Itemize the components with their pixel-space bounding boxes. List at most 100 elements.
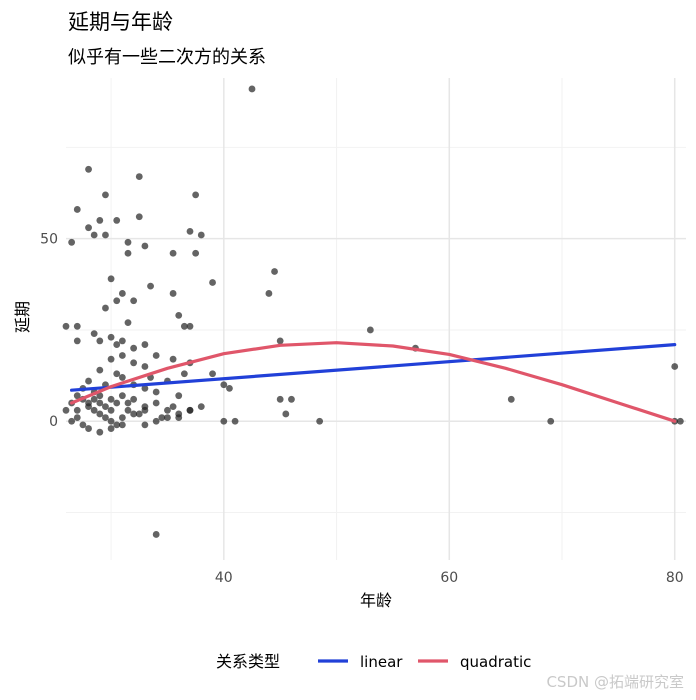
scatter-point <box>135 213 143 221</box>
scatter-point <box>152 531 160 538</box>
scatter-point <box>671 363 679 370</box>
scatter-point <box>288 395 295 403</box>
fit-lines <box>70 341 677 423</box>
x-axis-label: 年龄 <box>360 591 392 610</box>
scatter-point <box>102 191 109 199</box>
legend-label-quadratic: quadratic <box>460 653 531 671</box>
scatter-point <box>282 410 290 418</box>
scatter-point <box>68 238 76 246</box>
scatter-point <box>316 417 324 425</box>
scatter-point <box>79 421 87 429</box>
scatter-point <box>186 406 194 414</box>
legend: 关系类型 linear quadratic <box>216 652 531 671</box>
chart-subtitle: 似乎有一些二次方的关系 <box>68 47 266 68</box>
scatter-point <box>113 421 121 429</box>
legend-title: 关系类型 <box>216 652 280 671</box>
scatter-point <box>141 384 149 392</box>
scatter-point <box>118 352 126 359</box>
x-tick-label: 80 <box>666 570 684 586</box>
scatter-point <box>271 268 278 275</box>
scatter-point <box>209 370 216 378</box>
scatter-point <box>124 249 132 257</box>
scatter-point <box>96 217 104 224</box>
scatter-point <box>107 333 115 341</box>
scatter-points <box>62 85 684 538</box>
scatter-point <box>96 366 104 374</box>
scatter-point <box>102 414 109 421</box>
scatter-point <box>124 238 132 246</box>
series-line-quadratic <box>70 341 677 423</box>
x-tick-label: 40 <box>215 570 233 586</box>
scatter-point <box>164 406 171 414</box>
scatter-point <box>107 395 115 403</box>
scatter-point <box>197 231 205 239</box>
scatter-point <box>85 165 92 173</box>
y-axis-label: 延期 <box>13 301 32 333</box>
scatter-point <box>209 279 216 286</box>
scatter-point <box>62 322 70 330</box>
scatter-point <box>85 224 92 232</box>
scatter-point <box>265 290 273 297</box>
legend-label-linear: linear <box>360 653 403 671</box>
tick-labels: 40 60 80 0 50 <box>40 232 683 586</box>
scatter-point <box>152 417 160 425</box>
scatter-point <box>118 290 126 297</box>
scatter-point <box>220 381 228 389</box>
scatter-point <box>164 414 171 421</box>
scatter-point <box>276 337 284 345</box>
scatter-point <box>152 388 160 396</box>
scatter-point <box>102 403 109 411</box>
y-tick-label: 50 <box>40 232 58 248</box>
scatter-point <box>276 395 284 403</box>
scatter-point <box>96 337 104 345</box>
scatter-point <box>85 399 92 407</box>
scatter-point <box>248 85 256 93</box>
scatter-point <box>113 399 121 407</box>
scatter-point <box>62 406 70 414</box>
scatter-point <box>231 417 239 425</box>
watermark: CSDN @拓端研究室 <box>546 673 684 691</box>
scatter-point <box>96 399 104 407</box>
scatter-point <box>141 341 149 348</box>
scatter-point <box>169 403 177 411</box>
scatter-point <box>73 337 81 345</box>
scatter-point <box>96 392 104 400</box>
scatter-point <box>107 355 115 363</box>
scatter-point <box>676 417 684 425</box>
scatter-point <box>90 330 98 338</box>
scatter-point <box>175 414 183 421</box>
scatter-point <box>192 249 200 257</box>
scatter-point <box>366 326 374 334</box>
scatter-point <box>186 322 194 330</box>
scatter-point <box>118 421 126 429</box>
scatter-point <box>186 227 194 235</box>
scatter-point <box>192 191 200 199</box>
scatter-point <box>96 428 104 436</box>
scatter-point <box>85 377 92 385</box>
scatter-point <box>113 217 121 224</box>
y-tick-label: 0 <box>49 414 58 430</box>
scatter-point <box>141 406 149 414</box>
scatter-point <box>180 370 188 378</box>
scatter-point <box>152 352 160 359</box>
scatter-point <box>113 297 121 305</box>
scatter-point <box>175 311 183 319</box>
scatter-point <box>220 417 228 425</box>
scatter-point <box>85 425 92 432</box>
scatter-point <box>180 322 188 330</box>
scatter-point <box>90 231 98 239</box>
scatter-point <box>130 395 138 403</box>
scatter-point <box>96 410 104 418</box>
scatter-point <box>102 231 109 239</box>
scatter-point <box>124 399 132 407</box>
scatter-point <box>135 410 143 418</box>
scatter-point <box>124 319 132 327</box>
scatter-point <box>107 275 115 283</box>
scatter-point <box>118 374 126 381</box>
scatter-point <box>152 399 160 407</box>
scatter-point <box>107 406 115 414</box>
scatter-point <box>118 337 126 345</box>
series-line-linear <box>70 343 677 392</box>
scatter-point <box>175 392 183 400</box>
